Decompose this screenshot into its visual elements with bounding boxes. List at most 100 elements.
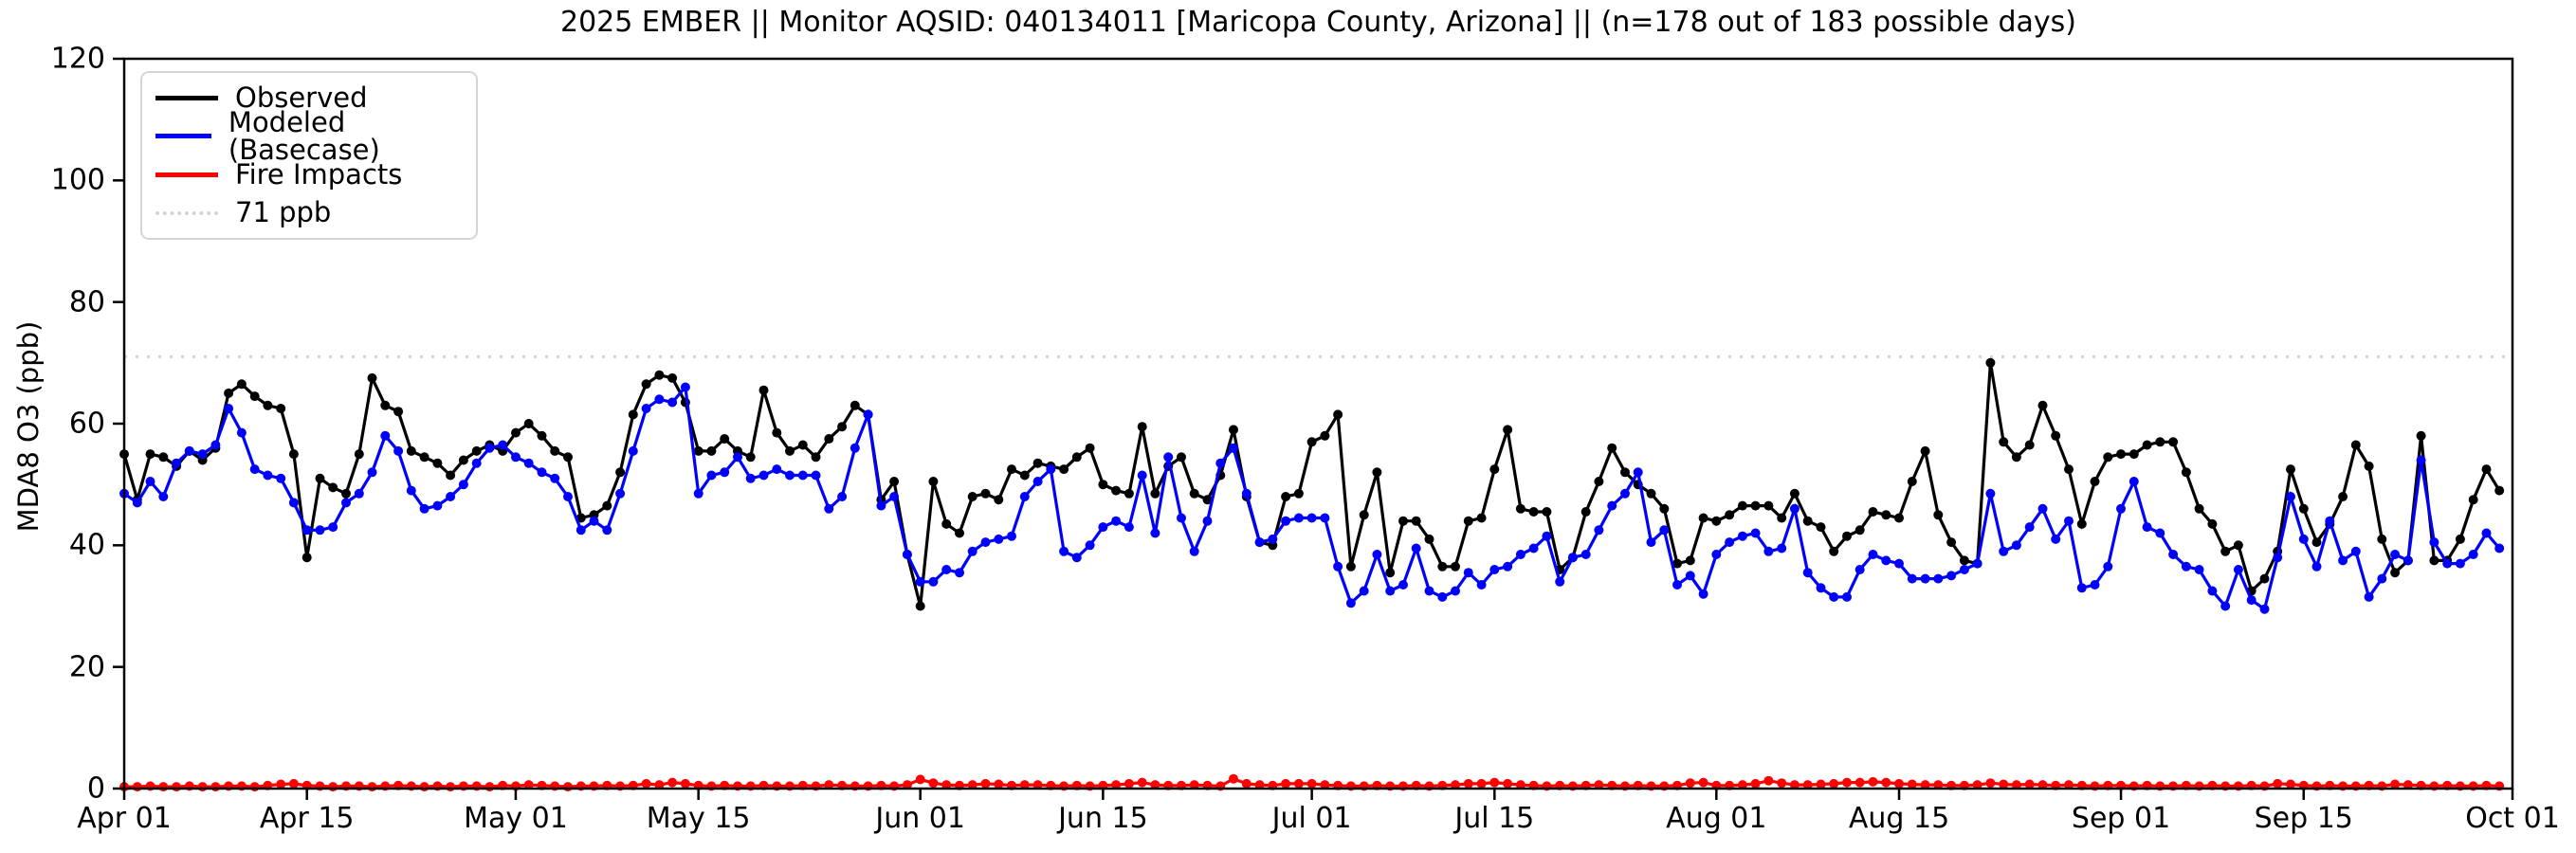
data-point (1306, 437, 1317, 447)
data-point (1920, 780, 1930, 790)
data-point (2064, 516, 2074, 526)
data-point (2494, 543, 2505, 554)
data-point (1281, 516, 1291, 526)
data-point (1463, 568, 1473, 578)
modeled-series (119, 382, 2505, 614)
data-point (1320, 513, 1330, 523)
data-point (484, 782, 495, 792)
data-point (1189, 780, 1199, 790)
data-point (1698, 777, 1708, 788)
data-point (941, 780, 952, 790)
data-point (706, 445, 717, 456)
data-point (511, 452, 521, 463)
data-point (863, 409, 873, 420)
data-point (1032, 477, 1043, 486)
data-point (471, 458, 482, 468)
x-tick-label: Apr 15 (259, 802, 355, 835)
data-point (1385, 586, 1396, 596)
data-point (2286, 779, 2295, 789)
data-point (1503, 425, 1513, 435)
data-point (2390, 550, 2401, 559)
data-point (955, 528, 964, 538)
legend-label: Observed (235, 81, 368, 114)
data-point (563, 782, 573, 792)
data-point (523, 458, 534, 468)
data-point (2051, 430, 2061, 441)
data-point (1698, 513, 1708, 523)
data-point (2011, 780, 2021, 790)
data-point (994, 495, 1004, 505)
data-point (1281, 492, 1291, 501)
data-point (680, 778, 690, 789)
data-point (1594, 525, 1604, 535)
data-point (1907, 779, 1917, 789)
data-point (1177, 452, 1186, 463)
data-point (1750, 500, 1761, 511)
data-point (1463, 516, 1473, 526)
data-point (1711, 516, 1722, 526)
data-point (967, 546, 977, 556)
data-point (941, 518, 952, 529)
data-point (1293, 488, 1304, 499)
data-point (2207, 518, 2218, 529)
data-point (1137, 777, 1147, 788)
data-point (301, 525, 312, 535)
data-point (1999, 779, 2009, 789)
data-point (1124, 778, 1134, 789)
data-point (1580, 507, 1591, 517)
y-tick-label: 120 (50, 42, 105, 76)
data-point (1763, 500, 1774, 511)
data-point (249, 782, 260, 792)
data-point (1542, 507, 1552, 517)
data-point (1646, 537, 1656, 548)
data-point (1672, 580, 1682, 590)
data-point (406, 445, 416, 456)
data-point (837, 492, 848, 501)
data-point (955, 568, 964, 578)
data-point (1059, 464, 1069, 475)
data-point (1842, 531, 1852, 541)
data-point (1685, 571, 1695, 581)
data-point (2286, 464, 2295, 475)
data-point (1281, 778, 1291, 789)
data-point (1137, 422, 1147, 432)
data-point (1972, 558, 1982, 569)
data-point (1071, 452, 1082, 463)
data-point (328, 782, 338, 792)
legend-label: Fire Impacts (235, 157, 403, 191)
data-point (1854, 525, 1865, 535)
data-point (1528, 507, 1539, 517)
data-point (315, 525, 325, 535)
data-point (641, 379, 651, 390)
data-point (172, 458, 182, 468)
data-point (2429, 537, 2439, 548)
x-tick-label: Sep 01 (2071, 802, 2171, 835)
data-point (1476, 580, 1487, 590)
data-point (2390, 568, 2401, 578)
data-point (145, 477, 155, 486)
data-point (2090, 580, 2100, 590)
data-point (654, 394, 665, 405)
y-tick-label: 0 (86, 771, 105, 806)
data-point (288, 778, 299, 789)
data-point (1032, 780, 1043, 790)
data-point (1750, 778, 1761, 789)
data-point (1802, 516, 1813, 526)
data-point (1150, 780, 1160, 790)
data-point (446, 492, 456, 501)
data-point (2455, 558, 2465, 569)
data-point (1985, 778, 1996, 789)
data-point (994, 534, 1004, 544)
data-point (1229, 443, 1238, 453)
data-point (1685, 555, 1695, 566)
data-point (824, 780, 834, 790)
data-point (1111, 485, 1122, 496)
data-point (1580, 550, 1591, 559)
data-point (1032, 458, 1043, 468)
data-point (432, 500, 443, 511)
data-point (1933, 573, 1944, 584)
data-point (1150, 488, 1160, 499)
data-point (1920, 445, 1930, 456)
data-point (1268, 534, 1278, 544)
data-point (341, 498, 351, 508)
